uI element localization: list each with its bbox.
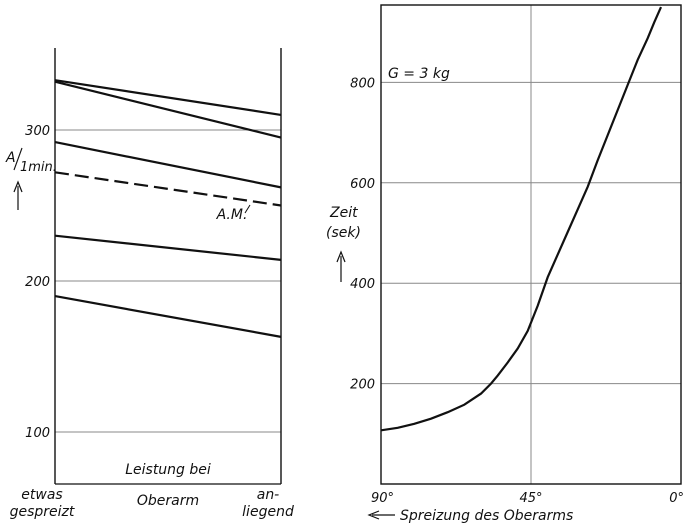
category-label: etwas bbox=[21, 487, 62, 503]
y-axis-label-line2: (sek) bbox=[326, 225, 361, 241]
series-label-am: A.M. bbox=[216, 207, 248, 223]
category-label: gespreizt bbox=[10, 504, 75, 520]
series-line bbox=[54, 80, 282, 139]
series-line bbox=[380, 6, 663, 432]
plot-frame bbox=[380, 4, 682, 485]
left-chart: 100 200 300 A.M. A 1min. Leistung bei etwasgesp… bbox=[5, 48, 294, 520]
annotation-weight: G = 3 kg bbox=[388, 66, 450, 82]
inner-label: Leistung bei bbox=[125, 462, 211, 478]
x-tick-label: 45° bbox=[519, 491, 542, 506]
x-tick-label: 0° bbox=[669, 491, 684, 506]
x-axis-arrow-head bbox=[367, 510, 380, 520]
category-label: liegend bbox=[242, 504, 294, 520]
y-tick-label: 600 bbox=[350, 177, 375, 192]
y-tick-label: 200 bbox=[25, 275, 50, 290]
right-chart: 200 400 600 800 G = 3 kg Zeit (sek) 90° 45° 0° Spr… bbox=[326, 4, 684, 524]
y-tick-label: 800 bbox=[350, 76, 375, 91]
series-line bbox=[54, 141, 282, 189]
y-axis-label-main: A bbox=[5, 150, 16, 166]
category-label: an- bbox=[257, 487, 280, 503]
category-label: Oberarm bbox=[137, 493, 199, 509]
series-line bbox=[54, 234, 282, 261]
series-line bbox=[54, 79, 282, 116]
y-axis-arrow-head bbox=[13, 180, 23, 193]
y-axis-arrow-head bbox=[336, 250, 346, 263]
series-line bbox=[54, 295, 282, 338]
x-tick-label: 90° bbox=[371, 491, 394, 506]
y-axis-label-line1: Zeit bbox=[329, 205, 358, 221]
y-tick-label: 100 bbox=[25, 426, 50, 441]
y-axis-label-slash bbox=[13, 147, 23, 171]
y-tick-label: 200 bbox=[350, 378, 375, 393]
x-axis-label: Spreizung des Oberarms bbox=[400, 508, 573, 524]
series-label-leader bbox=[244, 204, 251, 214]
series-line-dashed bbox=[54, 171, 282, 207]
y-axis-label-sub: 1min. bbox=[20, 160, 57, 175]
y-tick-label: 300 bbox=[25, 124, 50, 139]
y-tick-label: 400 bbox=[350, 277, 375, 292]
